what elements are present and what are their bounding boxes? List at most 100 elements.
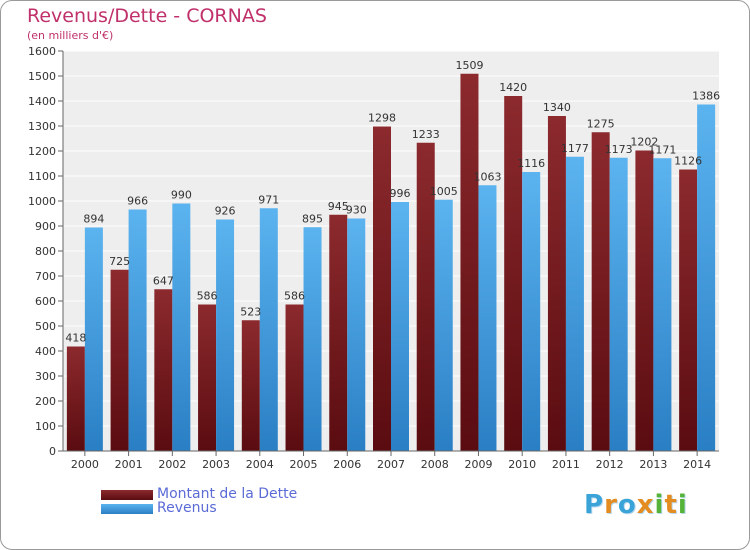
x-tick-label: 2000 bbox=[71, 458, 99, 471]
data-label-revenus: 895 bbox=[302, 212, 323, 225]
bar-debt bbox=[373, 126, 391, 451]
y-tick-label: 1600 bbox=[28, 45, 56, 58]
chart-subtitle: (en milliers d'€) bbox=[27, 29, 114, 42]
data-label-debt: 1340 bbox=[543, 101, 571, 114]
x-tick-label: 2012 bbox=[596, 458, 624, 471]
y-tick-label: 600 bbox=[35, 295, 56, 308]
data-label-debt: 1126 bbox=[674, 155, 702, 168]
legend-label-debt: Montant de la Dette bbox=[157, 486, 298, 502]
bar-revenus bbox=[216, 219, 235, 451]
bar-revenus bbox=[434, 199, 453, 451]
bar-revenus bbox=[609, 157, 628, 451]
y-tick-label: 900 bbox=[35, 220, 56, 233]
y-tick-label: 1100 bbox=[28, 170, 56, 183]
data-label-debt: 1233 bbox=[412, 128, 440, 141]
bar-debt bbox=[329, 214, 348, 451]
x-tick-label: 2014 bbox=[683, 458, 711, 471]
x-tick-label: 2013 bbox=[639, 458, 667, 471]
y-tick-label: 1200 bbox=[28, 145, 56, 158]
y-tick-label: 300 bbox=[35, 370, 56, 383]
y-tick-label: 200 bbox=[35, 395, 56, 408]
legend-label-revenus: Revenus bbox=[157, 500, 217, 516]
y-tick-label: 700 bbox=[35, 270, 56, 283]
data-label-debt: 1275 bbox=[587, 117, 615, 130]
data-label-revenus: 1173 bbox=[605, 143, 633, 156]
bar-revenus bbox=[478, 185, 497, 451]
data-label-revenus: 1177 bbox=[561, 142, 589, 155]
y-tick-label: 100 bbox=[35, 420, 56, 433]
data-label-debt: 418 bbox=[65, 332, 86, 345]
bar-debt bbox=[285, 304, 304, 451]
data-label-revenus: 971 bbox=[258, 193, 279, 206]
data-label-debt: 1298 bbox=[368, 112, 396, 125]
axes: 0 100 200 300 400 500 600 700 800 900 1000 1100 1200… bbox=[28, 45, 719, 471]
x-tick-label: 2010 bbox=[508, 458, 536, 471]
data-label-revenus: 1063 bbox=[473, 170, 501, 183]
x-tick-label: 2002 bbox=[158, 458, 186, 471]
bar-revenus bbox=[347, 218, 366, 451]
data-label-revenus: 930 bbox=[346, 204, 367, 217]
bar-revenus bbox=[391, 202, 409, 451]
data-label-debt: 523 bbox=[240, 305, 261, 318]
bar-debt bbox=[635, 150, 654, 451]
data-label-revenus: 996 bbox=[390, 187, 411, 200]
x-tick-label: 2007 bbox=[377, 458, 405, 471]
x-tick-label: 2004 bbox=[246, 458, 274, 471]
x-tick-label: 2005 bbox=[290, 458, 318, 471]
x-tick-label: 2001 bbox=[115, 458, 143, 471]
bar-debt bbox=[591, 132, 610, 451]
bars-group bbox=[66, 73, 716, 451]
data-label-revenus: 926 bbox=[215, 205, 236, 218]
bar-debt bbox=[66, 346, 85, 451]
y-tick-label: 800 bbox=[35, 245, 56, 258]
data-label-debt: 586 bbox=[284, 290, 305, 303]
bar-debt bbox=[241, 320, 260, 451]
data-label-revenus: 1116 bbox=[517, 157, 545, 170]
data-label-revenus: 1386 bbox=[692, 90, 720, 103]
x-tick-label: 2009 bbox=[464, 458, 492, 471]
bar-debt bbox=[679, 169, 698, 451]
x-tick-label: 2008 bbox=[421, 458, 449, 471]
y-tick-label: 1400 bbox=[28, 95, 56, 108]
bar-debt bbox=[416, 142, 435, 451]
x-tick-label: 2003 bbox=[202, 458, 230, 471]
bar-revenus bbox=[303, 227, 322, 451]
data-label-revenus: 990 bbox=[171, 189, 192, 202]
data-label-debt: 945 bbox=[328, 200, 349, 213]
bar-revenus bbox=[522, 172, 541, 451]
data-label-revenus: 1171 bbox=[648, 143, 676, 156]
y-tick-label: 400 bbox=[35, 345, 56, 358]
labels-group: 4188947259666479905869265239715868959459… bbox=[65, 59, 720, 345]
bar-revenus bbox=[565, 156, 584, 451]
y-tick-label: 1000 bbox=[28, 195, 56, 208]
y-tick-label: 500 bbox=[35, 320, 56, 333]
bar-debt bbox=[460, 73, 479, 451]
legend-swatch-debt bbox=[101, 490, 153, 500]
bar-revenus bbox=[697, 104, 716, 451]
bar-revenus bbox=[259, 208, 278, 451]
x-tick-label: 2011 bbox=[552, 458, 580, 471]
bar-revenus bbox=[128, 209, 147, 451]
data-label-debt: 586 bbox=[197, 290, 218, 303]
bar-debt bbox=[547, 116, 566, 451]
proxiti-logo: Proxiti bbox=[584, 490, 688, 520]
chart-title: Revenus/Dette - CORNAS bbox=[27, 5, 267, 27]
bar-debt bbox=[110, 269, 129, 451]
data-label-debt: 1509 bbox=[455, 59, 483, 72]
bar-debt bbox=[198, 304, 217, 451]
y-tick-label: 0 bbox=[49, 445, 56, 458]
data-label-revenus: 966 bbox=[127, 195, 148, 208]
bar-debt bbox=[504, 96, 523, 451]
data-label-revenus: 894 bbox=[83, 213, 104, 226]
bar-revenus bbox=[84, 227, 103, 451]
legend-swatch-revenus bbox=[101, 504, 153, 514]
bar-revenus bbox=[653, 158, 672, 451]
y-tick-label: 1300 bbox=[28, 120, 56, 133]
y-tick-label: 1500 bbox=[28, 70, 56, 83]
data-label-debt: 725 bbox=[109, 255, 130, 268]
data-label-debt: 647 bbox=[153, 274, 174, 287]
bar-revenus bbox=[172, 203, 191, 451]
bar-debt bbox=[154, 289, 173, 451]
